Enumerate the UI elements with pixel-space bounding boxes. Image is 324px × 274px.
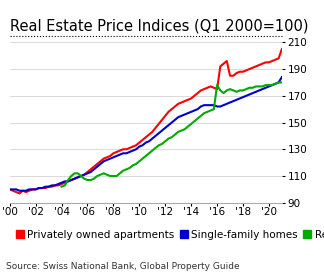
Text: Source: Swiss National Bank, Global Property Guide: Source: Swiss National Bank, Global Prop… <box>6 262 240 271</box>
Legend: Privately owned apartments, Single-family homes, Rented apartments: Privately owned apartments, Single-famil… <box>12 226 324 244</box>
Text: Real Estate Price Indices (Q1 2000=100): Real Estate Price Indices (Q1 2000=100) <box>10 18 308 33</box>
